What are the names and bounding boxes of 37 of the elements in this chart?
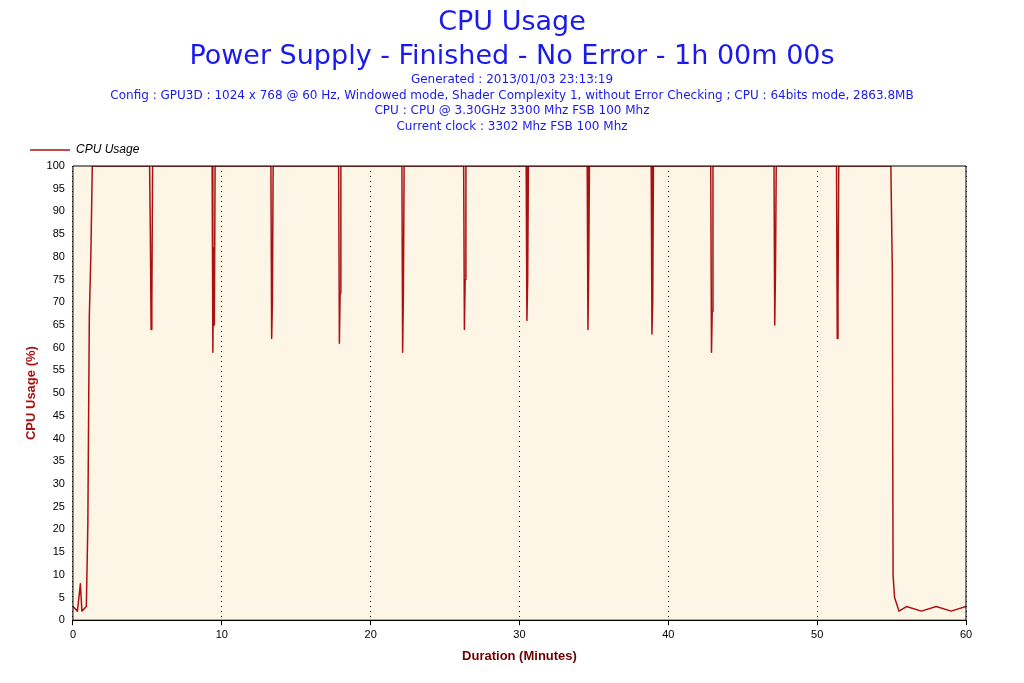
x-tick-label: 40 <box>662 627 675 640</box>
text: Generated : 2013/01/03 23:13:19 <box>409 72 615 88</box>
y-tick-label: 40 <box>52 431 65 444</box>
y-tick-label: 5 <box>58 590 65 603</box>
y-tick-label: 15 <box>52 545 65 558</box>
y-tick-label: 80 <box>52 249 65 262</box>
legend-label: CPU Usage <box>76 142 140 157</box>
y-tick-label: 20 <box>52 522 65 535</box>
chart-title: CPU Usage <box>437 4 587 38</box>
x-tick-label: 0 <box>69 627 77 640</box>
y-tick-label: 50 <box>52 386 65 399</box>
y-tick-label: 45 <box>52 408 65 421</box>
text: CPU : CPU @ 3.30GHz 3300 Mhz FSB 100 Mhz <box>373 103 651 119</box>
x-tick-label: 10 <box>215 627 228 640</box>
y-tick-label: 75 <box>52 272 65 285</box>
chart-subtitle: Power Supply - Finished - No Error - 1h 00m 00s <box>188 38 836 72</box>
y-tick-label: 95 <box>52 181 65 194</box>
y-tick-label: 0 <box>58 613 65 626</box>
y-tick-label: 60 <box>52 340 65 353</box>
y-tick-label: 55 <box>52 363 65 376</box>
x-tick-label: 20 <box>364 627 377 640</box>
x-tick-label: 60 <box>959 627 973 640</box>
y-tick-label: 30 <box>52 476 65 489</box>
y-tick-label: 100 <box>46 159 65 172</box>
x-axis-title: Duration (Minutes) <box>462 647 577 663</box>
y-tick-label: 10 <box>52 567 65 580</box>
y-tick-label: 65 <box>52 318 65 330</box>
text: Config : GPU3D : 1024 x 768 @ 60 Hz, Windowed mode, Shader Complexity 1, without Error Checking ; CPU : 64bits mode, 2863.8MB <box>109 87 915 103</box>
y-tick-label: 35 <box>52 454 65 467</box>
y-tick-label: 90 <box>52 204 65 217</box>
y-tick-label: 85 <box>52 227 65 240</box>
y-axis-title: CPU Usage (%) <box>23 346 39 441</box>
y-tick-label: 70 <box>52 295 65 308</box>
x-tick-label: 50 <box>811 627 824 640</box>
x-tick-label: 30 <box>513 627 526 640</box>
y-tick-label: 25 <box>52 499 65 512</box>
text: Current clock : 3302 Mhz FSB 100 Mhz <box>395 118 629 134</box>
